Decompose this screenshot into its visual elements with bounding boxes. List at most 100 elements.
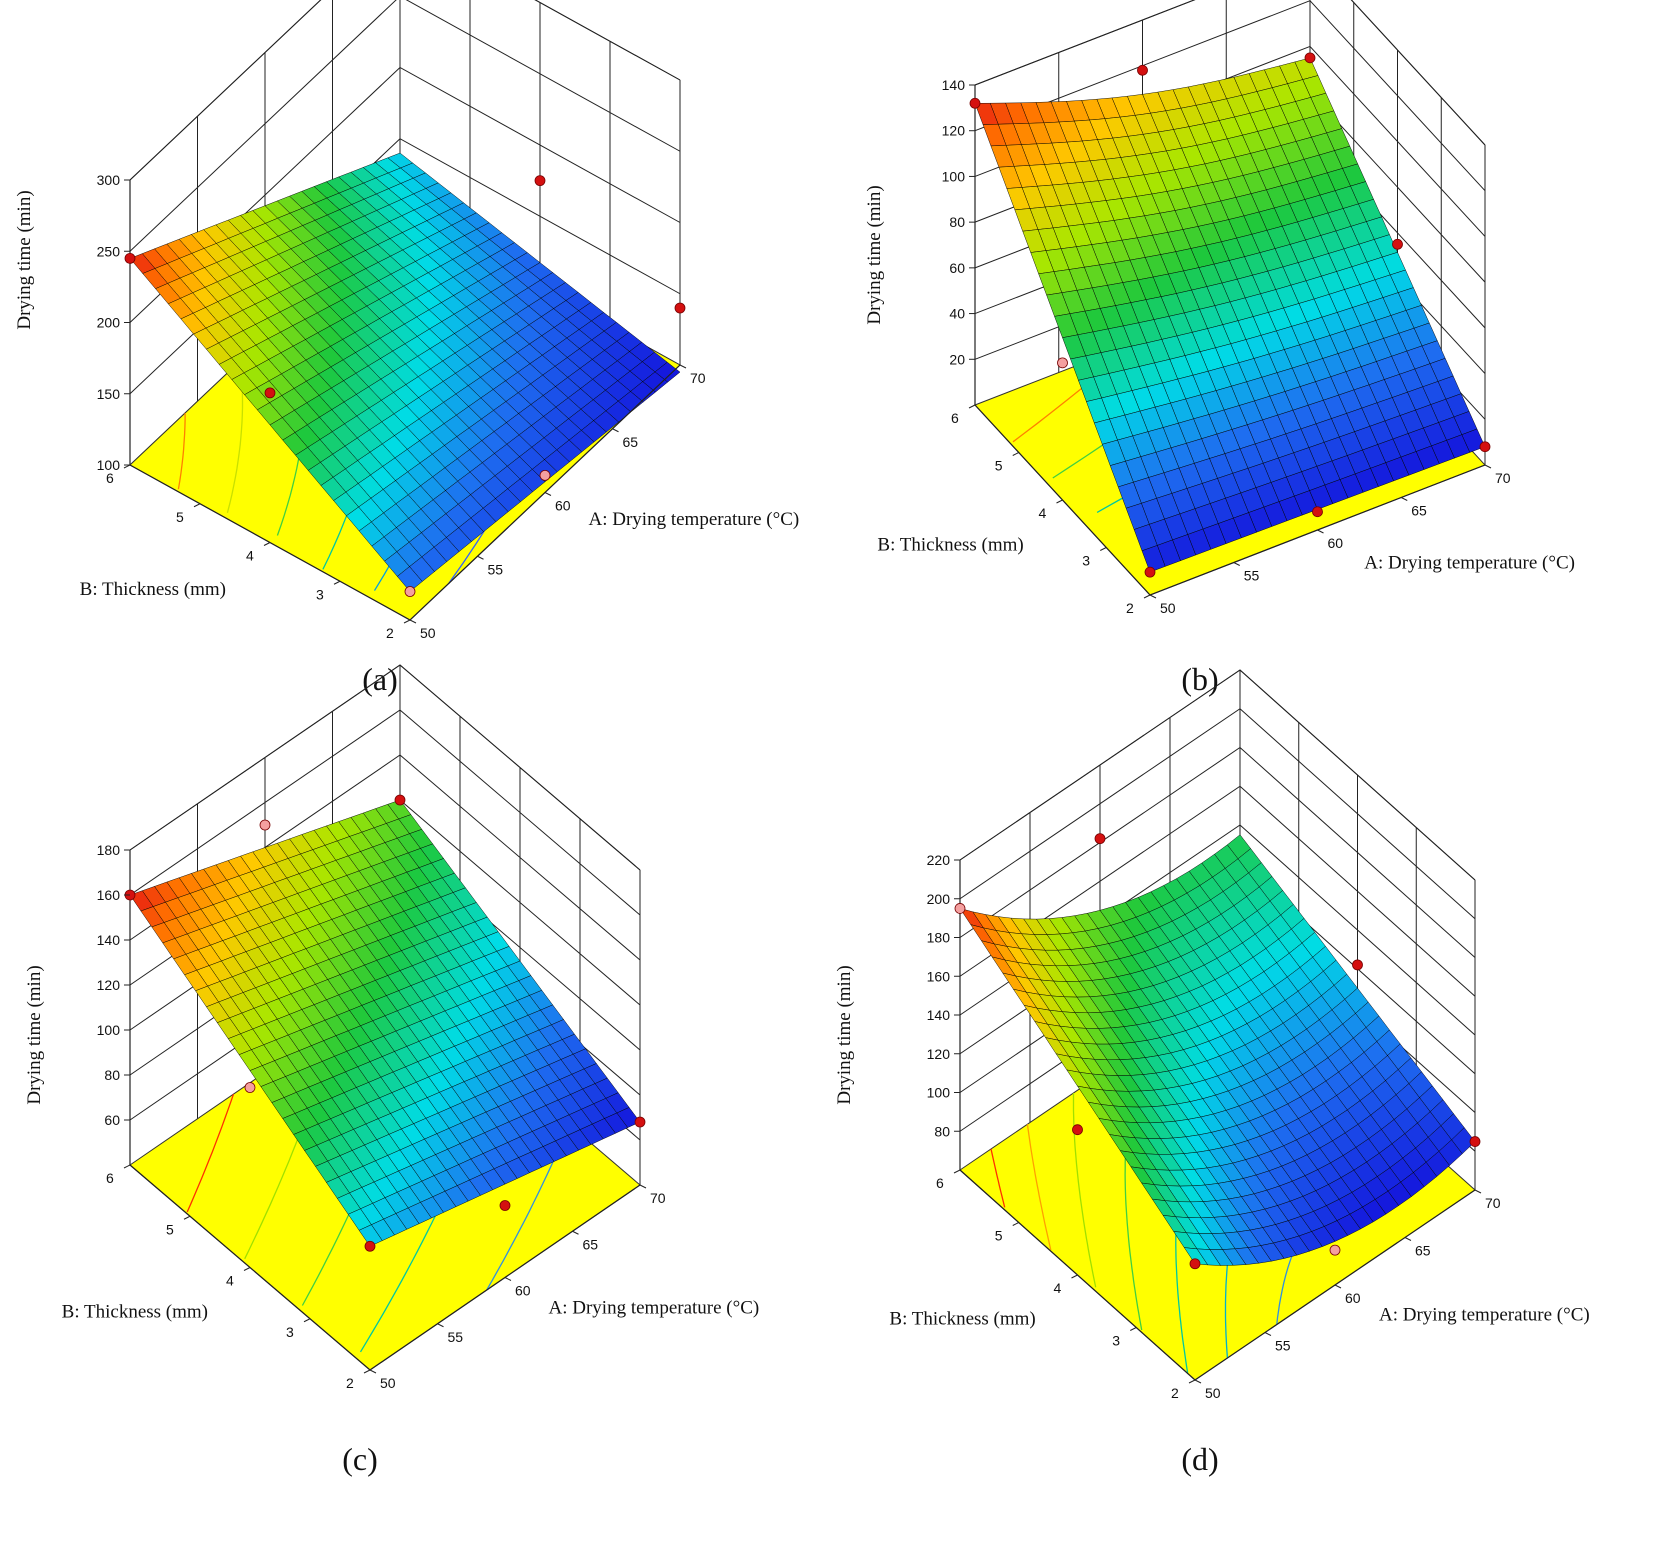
design-point xyxy=(539,469,551,481)
x-tick-mark xyxy=(1149,594,1157,599)
design-point xyxy=(1329,1244,1341,1256)
x-tick-label: 55 xyxy=(1275,1338,1291,1354)
surface-cell xyxy=(358,1224,383,1247)
surface-cell xyxy=(396,566,423,592)
z-tick-label: 140 xyxy=(97,932,121,948)
x-tick-label: 60 xyxy=(515,1283,531,1299)
x-tick-label: 60 xyxy=(1328,535,1344,551)
y-tick-label: 5 xyxy=(995,458,1003,474)
design-point xyxy=(1094,833,1106,845)
grid-line xyxy=(959,669,1476,881)
design-point xyxy=(954,903,966,914)
y-tick-mark xyxy=(1012,1222,1019,1226)
y-tick-label: 4 xyxy=(1054,1280,1062,1296)
design-point xyxy=(674,302,686,314)
x-tick-mark xyxy=(1233,562,1240,566)
x-tick-label: 60 xyxy=(555,498,571,514)
panel-caption: (b) xyxy=(1181,661,1218,697)
panel-caption: (d) xyxy=(1181,1441,1218,1477)
chart-panel-b: 50 55 60 65 70 2 3 4 5 6 20 40 60 80 100 120 140 A: Dryin… xyxy=(864,0,1575,697)
chart-panel-d: 50 55 60 65 70 2 3 4 5 6 80 100 120 140 160 180 200 220 A:… xyxy=(834,669,1590,1477)
x-tick-label: 70 xyxy=(690,370,706,386)
response-surface-d xyxy=(959,834,1476,1266)
x-tick-label: 50 xyxy=(420,625,436,641)
z-tick-label: 100 xyxy=(942,168,966,184)
y-tick-label: 4 xyxy=(226,1273,234,1289)
y-tick-label: 3 xyxy=(316,586,324,602)
y-tick-mark xyxy=(243,1267,251,1271)
y-axis-label: B: Thickness (mm) xyxy=(889,1309,1035,1330)
z-axis-label: Drying time (min) xyxy=(864,185,885,324)
x-tick-label: 65 xyxy=(623,434,639,450)
z-tick-label: 200 xyxy=(927,891,951,907)
x-axis-label: A: Drying temperature (°C) xyxy=(1379,1305,1590,1326)
z-tick-label: 140 xyxy=(927,1007,951,1023)
x-axis-label: A: Drying temperature (°C) xyxy=(549,1297,760,1318)
y-tick-label: 3 xyxy=(1112,1333,1120,1349)
y-tick-label: 5 xyxy=(176,509,184,525)
tick-labels-c: 50 55 60 65 70 2 3 4 5 6 60 80 100 120 140 160 180 xyxy=(97,842,666,1391)
z-tick-label: 150 xyxy=(97,386,121,402)
x-tick-mark xyxy=(612,428,619,433)
x-tick-label: 55 xyxy=(488,561,504,577)
design-point xyxy=(499,1200,511,1211)
x-tick-mark xyxy=(409,619,417,624)
y-tick-label: 4 xyxy=(246,548,254,564)
design-point xyxy=(1312,506,1323,518)
y-tick-mark xyxy=(403,619,411,624)
x-tick-mark xyxy=(639,1184,647,1189)
design-point xyxy=(1479,441,1491,453)
y-tick-mark xyxy=(1071,1274,1078,1279)
y-tick-label: 6 xyxy=(936,1175,944,1191)
x-tick-mark xyxy=(369,1369,377,1374)
x-tick-mark xyxy=(1404,1237,1412,1241)
y-axis-label: B: Thickness (mm) xyxy=(80,579,226,600)
y-tick-mark xyxy=(1188,1379,1196,1384)
design-point xyxy=(364,1240,376,1252)
design-points-a xyxy=(124,175,686,597)
contour-line xyxy=(1026,1124,1052,1251)
y-tick-label: 2 xyxy=(386,625,394,641)
z-tick-label: 80 xyxy=(949,214,965,230)
tick-labels-d: 50 55 60 65 70 2 3 4 5 6 80 100 120 140 160 180 200 220 xyxy=(927,852,1501,1401)
wall-top-edge xyxy=(974,0,1486,146)
y-tick-mark xyxy=(1100,547,1107,551)
y-tick-label: 5 xyxy=(995,1228,1003,1244)
x-tick-label: 50 xyxy=(380,1375,396,1391)
y-tick-label: 6 xyxy=(106,1170,114,1186)
y-tick-mark xyxy=(1012,452,1019,456)
x-tick-label: 70 xyxy=(650,1190,666,1206)
z-axis-label: Drying time (min) xyxy=(14,190,35,329)
z-tick-label: 80 xyxy=(934,1123,950,1139)
x-tick-mark xyxy=(544,492,552,496)
contour-line xyxy=(177,413,186,490)
z-tick-label: 40 xyxy=(949,306,965,322)
design-point xyxy=(1392,238,1403,250)
y-tick-label: 2 xyxy=(1126,600,1134,616)
design-point xyxy=(1144,566,1156,578)
x-tick-mark xyxy=(1317,529,1324,534)
y-tick-label: 5 xyxy=(166,1221,174,1237)
wall-top-edge xyxy=(129,0,681,181)
y-tick-mark xyxy=(1143,594,1151,599)
z-axis-label: Drying time (min) xyxy=(834,965,855,1104)
x-tick-label: 55 xyxy=(448,1329,464,1345)
y-tick-mark xyxy=(953,1169,961,1174)
y-tick-mark xyxy=(363,1369,371,1374)
response-surface-b xyxy=(974,57,1486,573)
x-tick-mark xyxy=(1474,1189,1482,1194)
design-point xyxy=(244,1082,256,1093)
y-tick-mark xyxy=(968,404,976,409)
wall-top-edge xyxy=(129,664,641,871)
x-tick-label: 65 xyxy=(1411,503,1427,519)
tick-labels-b: 50 55 60 65 70 2 3 4 5 6 20 40 60 80 100 120 140 xyxy=(942,77,1511,616)
design-point xyxy=(534,175,546,187)
response-surface-a xyxy=(129,152,681,592)
design-point xyxy=(394,794,406,806)
grid-line xyxy=(959,708,1476,920)
chart-panel-c: 50 55 60 65 70 2 3 4 5 6 60 80 100 120 140 160 180 A: Dry… xyxy=(24,664,760,1477)
z-tick-label: 160 xyxy=(97,887,121,903)
